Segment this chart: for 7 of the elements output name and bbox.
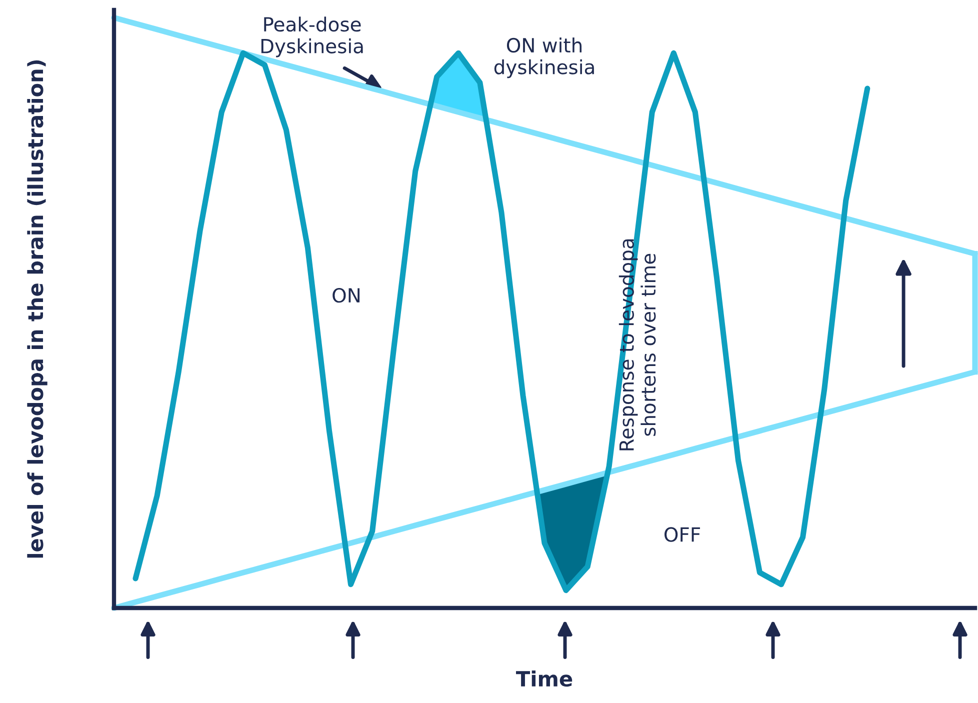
annotation: Peak-dose Dyskinesia bbox=[261, 16, 363, 58]
annotation: OFF bbox=[664, 527, 700, 542]
annotation: ON bbox=[332, 288, 360, 303]
annotation: Response to levodopa shortens over time bbox=[618, 239, 656, 450]
x-axis-title: Time bbox=[516, 670, 572, 687]
y-axis-title: level of levodopa in the brain (illustration) bbox=[27, 60, 48, 558]
annotation: ON with dyskinesia bbox=[494, 38, 594, 78]
